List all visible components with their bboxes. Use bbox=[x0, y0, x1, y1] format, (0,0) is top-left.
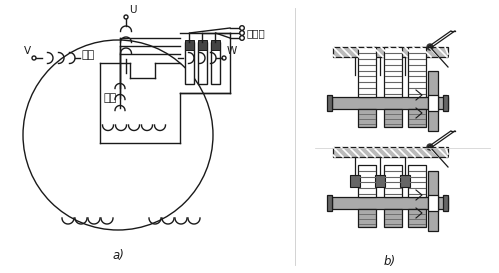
Bar bbox=[384, 165, 402, 197]
Bar bbox=[198, 42, 207, 84]
Bar bbox=[327, 195, 332, 211]
Bar bbox=[358, 47, 376, 97]
Text: U: U bbox=[129, 5, 137, 15]
Bar bbox=[384, 209, 402, 227]
Bar bbox=[350, 175, 360, 187]
Circle shape bbox=[427, 44, 433, 50]
Text: a): a) bbox=[112, 250, 124, 263]
Bar bbox=[428, 109, 438, 131]
Bar bbox=[211, 42, 220, 84]
Bar bbox=[332, 197, 448, 209]
Bar bbox=[443, 95, 448, 111]
Bar bbox=[185, 42, 194, 84]
Text: 定子: 定子 bbox=[82, 50, 95, 60]
Bar bbox=[408, 109, 426, 127]
Bar bbox=[428, 71, 438, 109]
Bar bbox=[333, 47, 448, 57]
Bar bbox=[375, 175, 385, 187]
Bar bbox=[185, 40, 194, 50]
Bar bbox=[211, 40, 220, 50]
Bar bbox=[428, 209, 438, 231]
Bar bbox=[327, 95, 332, 111]
Bar bbox=[384, 47, 402, 97]
Bar bbox=[358, 109, 376, 127]
Bar bbox=[428, 195, 438, 211]
Bar bbox=[332, 97, 448, 109]
Bar bbox=[333, 147, 448, 157]
Bar bbox=[443, 195, 448, 211]
Circle shape bbox=[427, 144, 433, 150]
Text: 集电环: 集电环 bbox=[247, 28, 266, 38]
Bar bbox=[358, 209, 376, 227]
Bar bbox=[384, 109, 402, 127]
Text: W: W bbox=[227, 46, 237, 56]
Bar bbox=[400, 175, 410, 187]
Text: 转子: 转子 bbox=[104, 93, 117, 103]
Bar bbox=[408, 209, 426, 227]
Bar bbox=[428, 95, 438, 111]
Bar bbox=[428, 171, 438, 209]
Bar bbox=[198, 40, 207, 50]
Text: V: V bbox=[24, 46, 31, 56]
Bar bbox=[408, 165, 426, 197]
Bar bbox=[358, 165, 376, 197]
Bar bbox=[408, 47, 426, 97]
Text: b): b) bbox=[384, 254, 396, 268]
